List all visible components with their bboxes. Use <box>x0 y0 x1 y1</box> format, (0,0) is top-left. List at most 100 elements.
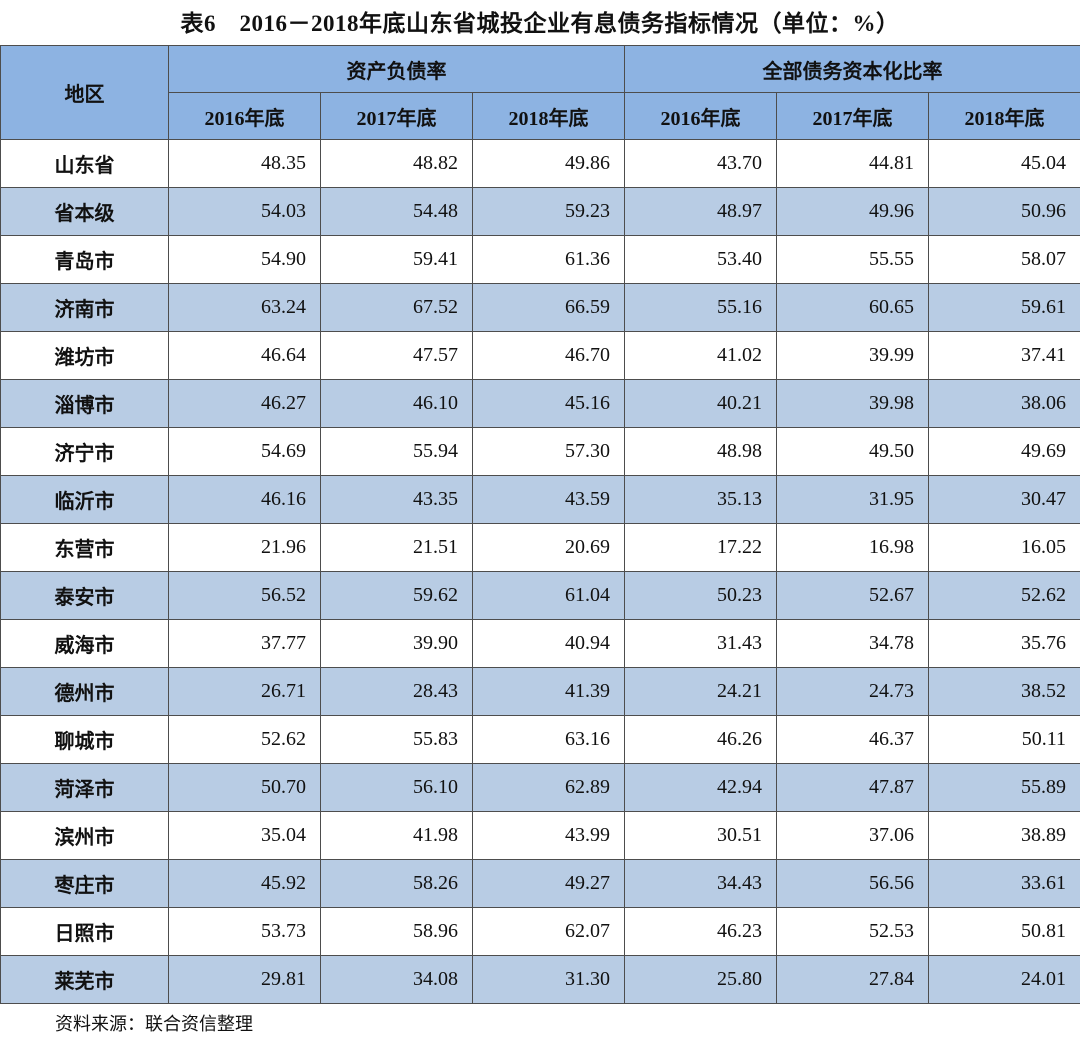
value-cell: 54.90 <box>168 235 321 284</box>
value-cell: 38.06 <box>928 379 1080 428</box>
value-cell: 46.70 <box>471 331 626 380</box>
year-header: 2018年底 <box>928 92 1080 140</box>
table-row: 日照市 53.73 58.96 62.07 46.23 52.53 50.81 <box>0 907 1080 956</box>
value-cell: 37.41 <box>928 331 1080 380</box>
value-cell: 48.97 <box>624 187 778 236</box>
value-cell: 57.30 <box>471 427 626 476</box>
table-row: 威海市 37.77 39.90 40.94 31.43 34.78 35.76 <box>0 619 1080 668</box>
value-cell: 50.11 <box>928 715 1080 764</box>
table-row: 山东省 48.35 48.82 49.86 43.70 44.81 45.04 <box>0 139 1080 188</box>
group-header-asset-liability: 资产负债率 <box>167 45 626 93</box>
table-row: 德州市 26.71 28.43 41.39 24.21 24.73 38.52 <box>0 667 1080 716</box>
value-cell: 43.70 <box>624 139 778 188</box>
value-cell: 54.69 <box>168 427 321 476</box>
region-cell: 聊城市 <box>0 715 169 764</box>
value-cell: 47.87 <box>776 763 930 812</box>
value-cell: 37.77 <box>168 619 321 668</box>
region-cell: 济南市 <box>0 283 169 332</box>
value-cell: 41.02 <box>624 331 778 380</box>
value-cell: 16.05 <box>928 523 1080 572</box>
value-cell: 43.99 <box>471 811 626 860</box>
value-cell: 34.78 <box>776 619 930 668</box>
table-row: 莱芜市 29.81 34.08 31.30 25.80 27.84 24.01 <box>0 955 1080 1004</box>
value-cell: 31.30 <box>471 955 626 1004</box>
value-cell: 49.86 <box>471 139 626 188</box>
value-cell: 59.61 <box>928 283 1080 332</box>
value-cell: 26.71 <box>168 667 321 716</box>
region-cell: 菏泽市 <box>0 763 169 812</box>
value-cell: 31.43 <box>624 619 778 668</box>
value-cell: 30.51 <box>624 811 778 860</box>
value-cell: 50.70 <box>168 763 321 812</box>
value-cell: 52.53 <box>776 907 930 956</box>
region-cell: 泰安市 <box>0 571 169 620</box>
region-cell: 山东省 <box>0 139 169 188</box>
table-row: 滨州市 35.04 41.98 43.99 30.51 37.06 38.89 <box>0 811 1080 860</box>
value-cell: 52.62 <box>168 715 321 764</box>
table-row: 枣庄市 45.92 58.26 49.27 34.43 56.56 33.61 <box>0 859 1080 908</box>
table-row: 淄博市 46.27 46.10 45.16 40.21 39.98 38.06 <box>0 379 1080 428</box>
value-cell: 45.04 <box>928 139 1080 188</box>
value-cell: 39.90 <box>320 619 473 668</box>
value-cell: 53.40 <box>624 235 778 284</box>
value-cell: 62.89 <box>471 763 626 812</box>
value-cell: 16.98 <box>776 523 930 572</box>
value-cell: 46.37 <box>776 715 930 764</box>
value-cell: 45.92 <box>168 859 321 908</box>
value-cell: 54.48 <box>320 187 473 236</box>
value-cell: 56.52 <box>168 571 321 620</box>
value-cell: 39.99 <box>776 331 930 380</box>
value-cell: 54.03 <box>168 187 321 236</box>
table-title: 表6 2016－2018年底山东省城投企业有息债务指标情况（单位：%） <box>180 11 900 36</box>
value-cell: 60.65 <box>776 283 930 332</box>
value-cell: 41.39 <box>471 667 626 716</box>
value-cell: 63.24 <box>168 283 321 332</box>
value-cell: 56.56 <box>776 859 930 908</box>
debt-indicator-table: 地区 资产负债率 全部债务资本化比率 2016年底 2017年底 2018年底 201… <box>0 45 1080 1004</box>
table-row: 东营市 21.96 21.51 20.69 17.22 16.98 16.05 <box>0 523 1080 572</box>
region-header: 地区 <box>0 45 169 140</box>
table-row: 济南市 63.24 67.52 66.59 55.16 60.65 59.61 <box>0 283 1080 332</box>
region-cell: 枣庄市 <box>0 859 169 908</box>
region-cell: 德州市 <box>0 667 169 716</box>
table-row: 菏泽市 50.70 56.10 62.89 42.94 47.87 55.89 <box>0 763 1080 812</box>
value-cell: 46.27 <box>168 379 321 428</box>
value-cell: 20.69 <box>471 523 626 572</box>
value-cell: 46.64 <box>168 331 321 380</box>
value-cell: 41.98 <box>320 811 473 860</box>
value-cell: 61.04 <box>471 571 626 620</box>
value-cell: 25.80 <box>624 955 778 1004</box>
value-cell: 48.82 <box>320 139 473 188</box>
value-cell: 58.26 <box>320 859 473 908</box>
value-cell: 29.81 <box>168 955 321 1004</box>
group-header-debt-capitalization: 全部债务资本化比率 <box>624 45 1080 93</box>
value-cell: 59.41 <box>320 235 473 284</box>
value-cell: 21.96 <box>168 523 321 572</box>
value-cell: 46.26 <box>624 715 778 764</box>
table-row: 省本级 54.03 54.48 59.23 48.97 49.96 50.96 <box>0 187 1080 236</box>
value-cell: 31.95 <box>776 475 930 524</box>
value-cell: 50.23 <box>624 571 778 620</box>
value-cell: 49.96 <box>776 187 930 236</box>
year-header: 2018年底 <box>471 92 626 140</box>
region-cell: 威海市 <box>0 619 169 668</box>
value-cell: 35.76 <box>928 619 1080 668</box>
region-cell: 淄博市 <box>0 379 169 428</box>
table-row: 聊城市 52.62 55.83 63.16 46.26 46.37 50.11 <box>0 715 1080 764</box>
value-cell: 59.62 <box>320 571 473 620</box>
table-row: 临沂市 46.16 43.35 43.59 35.13 31.95 30.47 <box>0 475 1080 524</box>
value-cell: 59.23 <box>471 187 626 236</box>
value-cell: 30.47 <box>928 475 1080 524</box>
value-cell: 63.16 <box>471 715 626 764</box>
value-cell: 55.16 <box>624 283 778 332</box>
value-cell: 35.04 <box>168 811 321 860</box>
value-cell: 61.36 <box>471 235 626 284</box>
value-cell: 45.16 <box>471 379 626 428</box>
value-cell: 58.96 <box>320 907 473 956</box>
value-cell: 44.81 <box>776 139 930 188</box>
value-cell: 27.84 <box>776 955 930 1004</box>
value-cell: 40.21 <box>624 379 778 428</box>
source-note: 资料来源：联合资信整理 <box>55 1014 253 1034</box>
value-cell: 58.07 <box>928 235 1080 284</box>
value-cell: 55.89 <box>928 763 1080 812</box>
